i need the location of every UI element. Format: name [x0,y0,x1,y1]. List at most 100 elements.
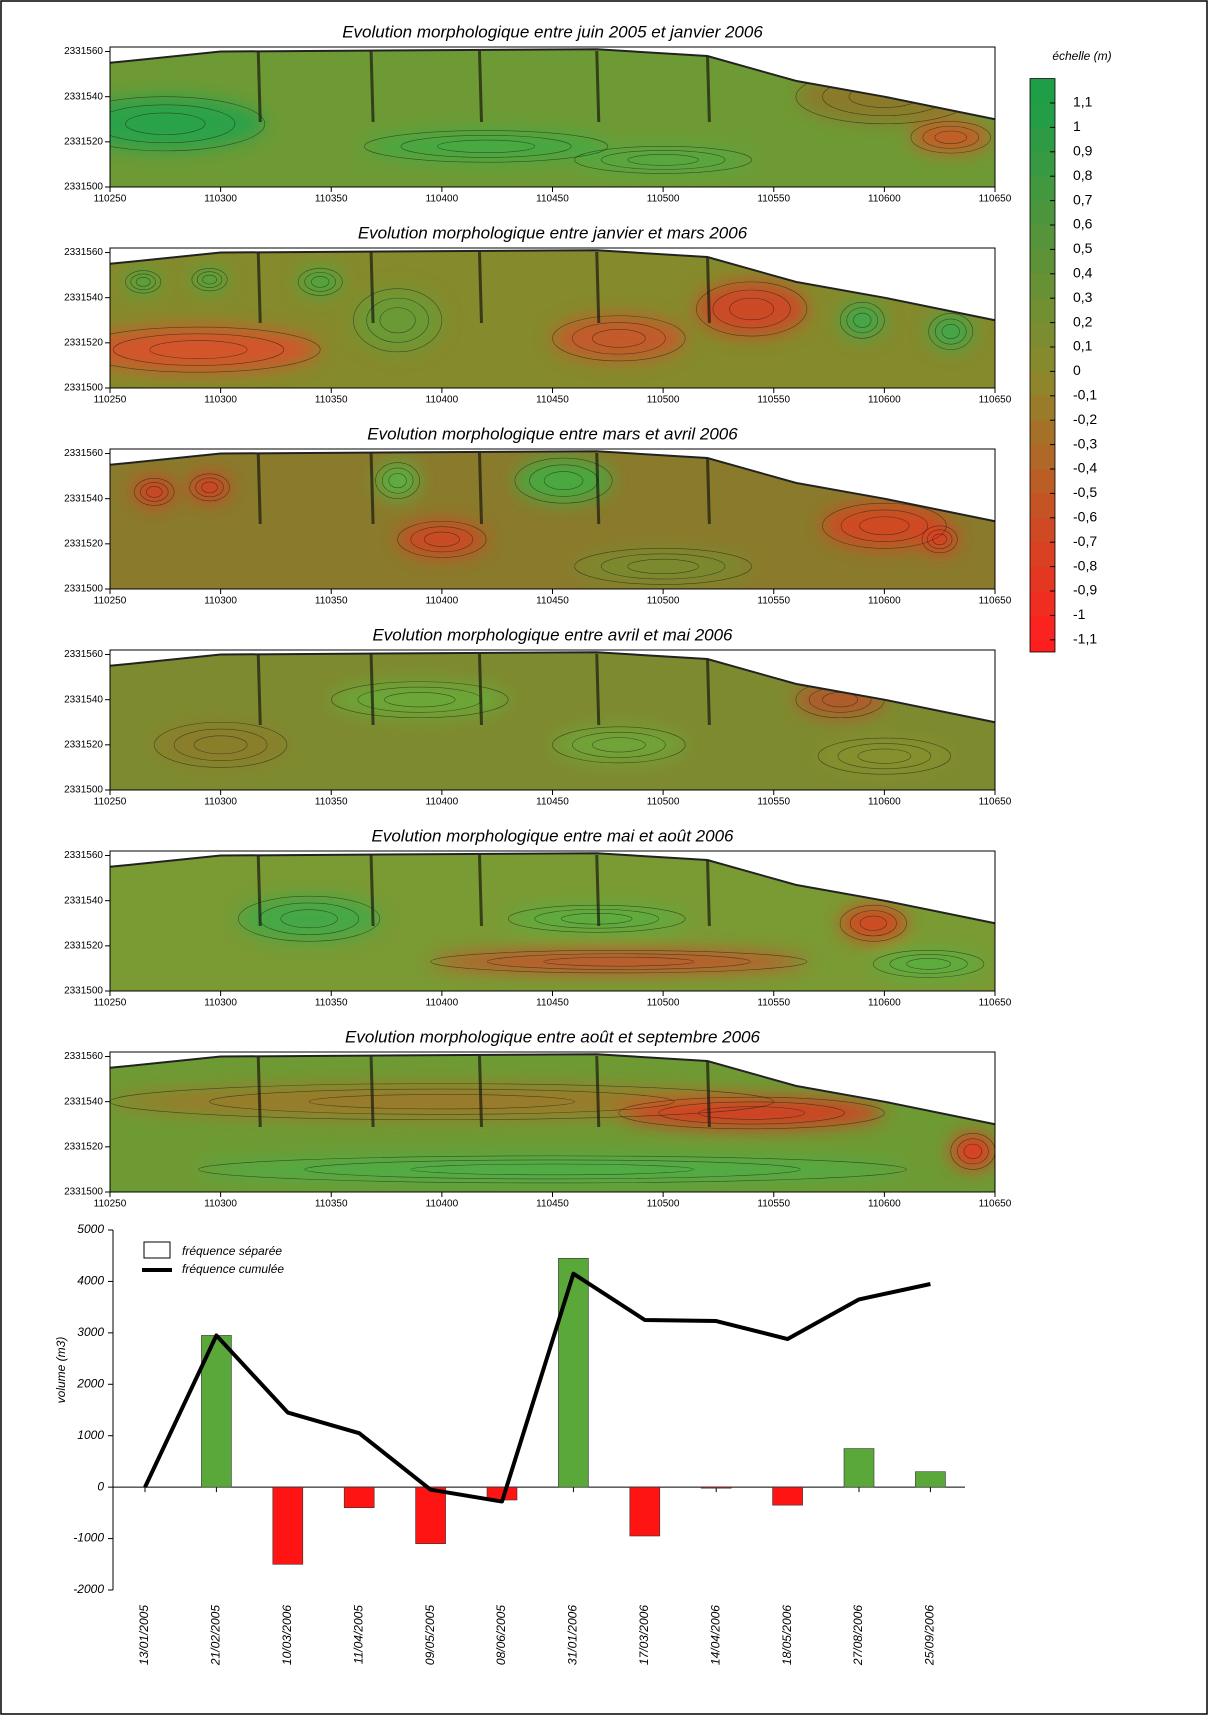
track [256,1055,262,1128]
track [256,251,262,324]
color-band [1030,615,1055,641]
contour-line [189,473,230,502]
contour-line [135,277,151,287]
x-tick-label: 110500 [647,998,680,1009]
contour-line [729,297,775,321]
y-tick-label: 2331520 [64,136,103,147]
x-tick-label: 31/01/2006 [566,1605,580,1665]
y-tick-label: 2331520 [64,940,103,951]
x-tick-label: 110300 [204,596,237,607]
colorbar-label: -0,3 [1073,435,1097,451]
track [369,251,375,324]
contour-line [906,958,952,970]
x-tick-label: 110300 [204,797,237,808]
track [369,50,375,123]
contour-line [209,1088,675,1115]
x-tick-label: 110550 [757,797,790,808]
x-tick-label: 110400 [426,797,459,808]
track [369,653,375,726]
track [705,1055,711,1128]
colorbar-label: 0,4 [1073,265,1093,281]
contour-line [379,307,416,334]
x-tick-label: 110450 [536,797,569,808]
x-tick-label: 110600 [868,194,901,205]
legend-swatch [143,1241,171,1259]
y-tick-label: 2331560 [64,850,103,861]
track [369,452,375,525]
contour-line [381,467,414,494]
colorbar-label: 0,2 [1073,313,1093,329]
y-tick-label: 1000 [77,1428,104,1442]
track [369,1055,375,1128]
bar [915,1471,946,1488]
x-tick-label: 110400 [426,194,459,205]
contour-line [859,516,910,536]
color-band [1030,298,1055,324]
x-tick-label: 110450 [536,998,569,1009]
x-tick-label: 110500 [647,596,680,607]
y-tick-label: 2331560 [64,448,103,459]
colorbar-label: 0,3 [1073,289,1093,305]
contour-line [941,324,960,340]
contour-line [423,531,460,547]
track [477,50,483,123]
y-tick-label: 2331500 [64,182,103,193]
y-tick-label: 2331500 [64,986,103,997]
map-title: Evolution morphologique entre janvier et… [358,223,748,242]
contour-line [130,273,156,291]
x-tick-label: 110550 [757,395,790,406]
shoreline [109,852,996,925]
legend-label: fréquence séparée [182,1244,282,1258]
x-tick-label: 09/05/2005 [423,1605,437,1665]
y-tick-label: 2331560 [64,46,103,57]
contour-line [366,297,429,343]
color-band [1030,103,1055,128]
track [256,50,262,123]
x-tick-label: 110600 [868,395,901,406]
color-band [1030,395,1055,421]
x-tick-label: 21/02/2005 [209,1605,223,1666]
color-band [1030,591,1055,616]
colorbar-label: 0,6 [1073,216,1093,232]
contour-line [430,950,808,974]
shoreline [109,651,996,724]
shoreline [109,48,996,121]
x-tick-label: 13/01/2005 [137,1605,151,1665]
track [477,452,483,525]
y-tick-label: 2331540 [64,1096,103,1107]
contour-line [817,737,952,775]
y-tick-label: 5000 [77,1222,104,1236]
y-tick-label: 2331540 [64,91,103,102]
bar [558,1257,589,1488]
y-tick-label: 2331500 [64,1187,103,1198]
bar [343,1486,375,1509]
track [595,854,601,927]
y-axis-label: volume (m3) [54,1337,68,1404]
track [477,854,483,927]
y-tick-label: 2331520 [64,337,103,348]
colorbar-label: -0,1 [1073,387,1097,403]
colorbar-label: -0,5 [1073,484,1097,500]
contour-line [552,315,686,362]
colorbar-label: -0,2 [1073,411,1097,427]
x-tick-label: 110250 [94,1199,127,1210]
y-tick-label: 2331560 [64,1051,103,1062]
colorbar-label: 1,1 [1073,94,1093,110]
track [705,854,711,927]
color-band [1030,200,1055,226]
track [595,50,601,123]
y-tick-label: 4000 [77,1274,104,1288]
y-tick-label: 2331500 [64,785,103,796]
x-tick-label: 110650 [979,1199,1012,1210]
color-band [1030,444,1055,470]
x-tick-label: 14/04/2006 [708,1605,722,1665]
contour-line [110,326,321,373]
colorbar-label: 0 [1073,362,1081,378]
contour-line [110,96,266,152]
contour-line [859,915,887,931]
colorbar-label: 0,7 [1073,191,1093,207]
contour-line [600,553,726,580]
color-band [1030,542,1055,568]
colorbar-label: -1,1 [1073,631,1097,647]
